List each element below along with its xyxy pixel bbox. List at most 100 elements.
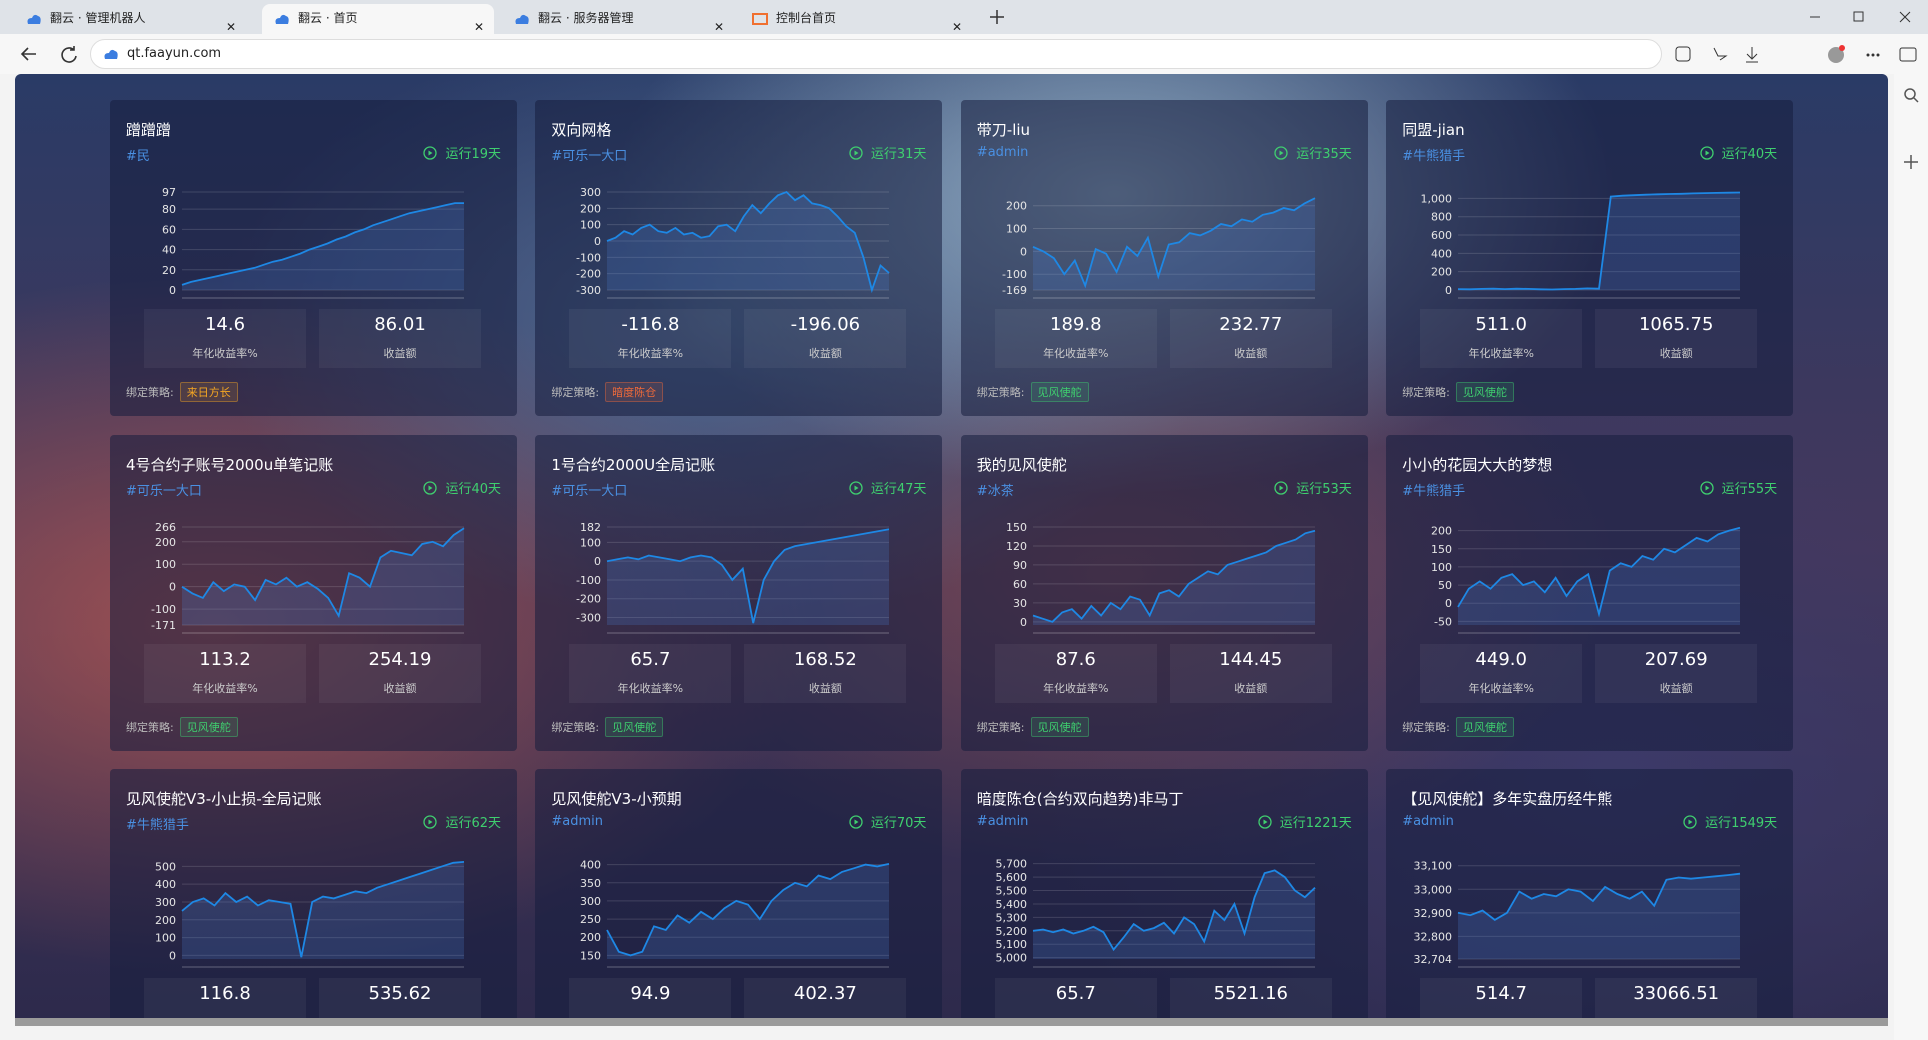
stat-box: -116.8 年化收益率% — [569, 309, 732, 368]
robot-card[interactable]: 同盟-jian #牛熊猎手 运行40天 0 200 400 600 800 1,000 511.0… — [1386, 100, 1794, 416]
y-tick-label: -300 — [576, 611, 601, 624]
stat-value: 254.19 — [368, 648, 432, 670]
card-tag: #admin — [976, 814, 1029, 829]
area — [182, 861, 464, 959]
robot-card[interactable]: 我的见风使舵 #冰茶 运行53天 0 30 60 90 120 150 87.6 年化收益率% 144… — [960, 434, 1368, 751]
stat-value: 514.7 — [1475, 983, 1527, 1004]
stat-box: 65.7 年化收益率% — [569, 643, 732, 703]
stat-value: 94.9 — [630, 983, 671, 1004]
address-bar[interactable]: qt.faayun.com — [90, 39, 1662, 69]
tab[interactable]: 翻云 · 管理机器人 ✕ — [14, 4, 246, 34]
strategy-label: 绑定策略: — [976, 386, 1025, 399]
card-title: 我的见风使舵 — [976, 455, 1067, 474]
window-controls[interactable] — [1800, 8, 1920, 26]
runtime-text: 运行35天 — [1296, 147, 1352, 162]
card-tag: #牛熊猎手 — [1402, 149, 1466, 164]
icon-circle — [1274, 480, 1288, 495]
robot-card[interactable]: 暗度陈仓(合约双向趋势)非马丁 #admin 运行1221天 5,000 5,100 5,… — [960, 769, 1368, 1020]
icon-circle — [1683, 815, 1697, 829]
stat-value: 168.52 — [793, 648, 857, 670]
y-tick-label: 0 — [1445, 597, 1452, 610]
robot-card[interactable]: 小小的花园大大的梦想 #牛熊猎手 运行55天 -50 0 50 100 150 200 449.0… — [1386, 434, 1794, 751]
y-tick-label: 400 — [155, 878, 176, 891]
card-title: 双向网格 — [551, 121, 612, 139]
sidebar-icons[interactable] — [1894, 74, 1928, 214]
run-icon — [1258, 815, 1272, 829]
scrollbar[interactable] — [15, 1018, 1888, 1026]
runtime: 运行53天 — [1274, 478, 1352, 497]
strategy-row: 绑定策略: 见风使舵 — [1402, 716, 1514, 737]
run-icon — [423, 480, 438, 495]
new-tab[interactable] — [988, 8, 1006, 26]
tab[interactable]: 翻云 · 服务器管理 ✕ — [502, 4, 734, 34]
stat-value: 116.8 — [199, 983, 251, 1004]
stat-box: 1065.75 收益额 — [1595, 309, 1758, 368]
robot-card[interactable]: 双向网格 #可乐一大口 运行31天 -300 -200 -100 0 100 200 300 -11… — [535, 100, 943, 416]
y-tick-label: 300 — [580, 186, 601, 199]
runtime: 运行1221天 — [1258, 812, 1352, 831]
y-tick-label: 20 — [162, 264, 176, 277]
y-tick-label: 33,000 — [1414, 883, 1453, 896]
tab[interactable]: 控制台首页 ✕ — [740, 4, 972, 34]
line — [181, 861, 465, 958]
stat-value: 511.0 — [1475, 314, 1527, 335]
y-tick-label: 200 — [580, 202, 601, 215]
stat-label: 年化收益率% — [1043, 681, 1109, 695]
robot-card[interactable]: 4号合约子账号2000u单笔记账 #可乐一大口 运行40天 -171 -100 0 100 2… — [110, 434, 517, 751]
y-tick-label: 5,500 — [995, 885, 1027, 898]
card-tag: #admin — [1402, 814, 1454, 829]
icon-circle — [1258, 815, 1272, 829]
stat-label: 年化收益率% — [1468, 347, 1534, 360]
stat-box: 116.8 — [144, 978, 306, 1020]
robot-card[interactable]: 1号合约2000U全局记账 #可乐一大口 运行47天 -300 -200 -100 0 100… — [535, 434, 943, 751]
nav-buttons[interactable] — [20, 44, 80, 64]
y-tick-label: 350 — [580, 877, 601, 890]
y-tick-label: 150 — [1431, 542, 1452, 555]
icon-play — [1705, 150, 1710, 156]
strategy-label: 绑定策略: — [551, 720, 600, 734]
line — [1032, 529, 1316, 623]
card-title: 带刀-liu — [976, 121, 1031, 139]
robot-card[interactable]: 带刀-liu #admin 运行35天 -169 -100 0 100 200 189.8 年化收… — [960, 100, 1368, 416]
tab-bar: 翻云 · 管理机器人 ✕ 翻云 · 首页 ✕ 翻云 · 服务器管理 ✕ 控制台首页 ✕ — [0, 0, 1928, 34]
stat-box: 514.7 — [1420, 978, 1583, 1020]
stat-value: -196.06 — [790, 314, 861, 335]
run-icon — [849, 146, 863, 160]
run-icon — [849, 480, 863, 495]
strategy-badge: 见风使舵 — [1030, 382, 1089, 402]
robot-card[interactable]: 见风使舵V3-小预期 #admin 运行70天 150 200 250 300 350 400 9… — [535, 769, 943, 1020]
robot-card[interactable]: 见风使舵V3-小止损-全局记账 #牛熊猎手 运行62天 0 100 200 300 400 50… — [110, 769, 517, 1020]
url: qt.faayun.com — [127, 46, 222, 61]
toolbar-icons[interactable] — [1672, 44, 1922, 66]
runtime-text: 运行31天 — [870, 147, 927, 162]
y-tick-label: 90 — [1013, 558, 1027, 571]
runtime-text: 运行40天 — [445, 481, 501, 497]
card-title: 同盟-jian — [1402, 121, 1465, 139]
chart: -300 -200 -100 0 100 200 300 — [576, 186, 890, 299]
area — [607, 863, 890, 959]
y-tick-label: 0 — [1020, 615, 1027, 628]
stat-value: 1065.75 — [1638, 314, 1714, 335]
runtime-text: 运行53天 — [1296, 481, 1352, 497]
card-tag: #冰茶 — [976, 483, 1014, 499]
tab[interactable]: 翻云 · 首页 ✕ — [262, 4, 494, 34]
stat-value: 65.7 — [630, 648, 671, 670]
robot-card[interactable]: 【见风使舵】多年实盘历经牛熊 #admin 运行1549天 32,704 32,800 3… — [1386, 769, 1794, 1020]
robot-card[interactable]: 蹭蹭蹭 #民 运行19天 0 20 40 60 80 97 14.6 年化收益率% 86.01 收益额绑… — [110, 100, 517, 416]
y-tick-label: -169 — [1002, 284, 1027, 297]
y-tick-label: 600 — [1431, 229, 1452, 242]
stat-label: 年化收益率% — [617, 347, 684, 360]
area — [1458, 873, 1741, 959]
y-tick-label: 400 — [580, 859, 601, 872]
y-tick-label: 5,400 — [995, 898, 1027, 911]
stat-box: 33066.51 — [1595, 978, 1758, 1020]
y-tick-label: 32,704 — [1414, 953, 1453, 966]
y-tick-label: 200 — [155, 535, 176, 548]
area — [1458, 527, 1741, 625]
stat-value: -116.8 — [621, 314, 680, 335]
card-title: 蹭蹭蹭 — [126, 121, 172, 139]
line — [1458, 191, 1741, 291]
strategy-row: 绑定策略: 见风使舵 — [551, 716, 664, 737]
y-tick-label: 150 — [580, 949, 601, 962]
